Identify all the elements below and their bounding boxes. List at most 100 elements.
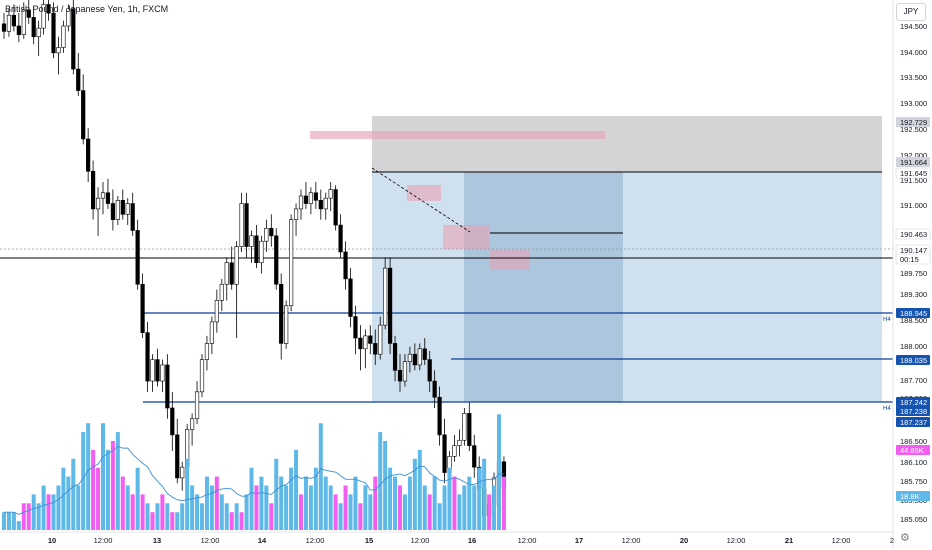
price-tick: 185.750 — [900, 477, 927, 486]
candle-body — [95, 197, 101, 210]
candle-body — [190, 418, 195, 430]
price-label: 191.645 — [900, 169, 927, 178]
target-zone — [372, 172, 882, 402]
candle-body — [348, 278, 353, 317]
price-label: 190.147 — [900, 246, 927, 255]
candle-body — [21, 9, 26, 35]
candle-body — [452, 445, 457, 457]
candle-body — [397, 370, 403, 382]
volume-bar — [46, 494, 51, 530]
candle-body — [269, 227, 274, 237]
volume-bar — [402, 494, 407, 530]
candle-body — [76, 68, 81, 91]
volume-bar — [56, 485, 61, 530]
volume-bar — [348, 494, 353, 530]
candlestick-series — [1, 0, 507, 527]
price-label: 00:15 — [900, 255, 919, 264]
volume-bar — [422, 485, 427, 530]
volume-bar — [343, 485, 348, 530]
volume-bar — [16, 521, 21, 530]
candle-body — [274, 235, 279, 285]
volume-bar — [214, 476, 219, 530]
volume-bar — [21, 503, 26, 530]
candle-body — [383, 267, 388, 326]
currency-button[interactable]: JPY — [896, 3, 926, 21]
volume-bar — [81, 432, 86, 530]
price-label-bg — [896, 117, 930, 127]
price-label-bg — [895, 253, 931, 265]
volume-bar — [71, 458, 76, 530]
price-label: 190.463 — [900, 230, 927, 239]
candle-body — [140, 283, 145, 333]
volume-bar — [165, 503, 170, 530]
price-label-bg — [895, 228, 931, 240]
price-tick: 192.000 — [900, 151, 927, 160]
volume-bar — [497, 414, 501, 530]
candle-body — [56, 47, 61, 54]
volume-bar — [313, 467, 318, 530]
volume-bar — [175, 512, 180, 530]
candle-body — [353, 316, 358, 339]
volume-bar — [160, 494, 165, 530]
target-zone-inner — [464, 172, 623, 402]
volume-ma-line — [4, 445, 504, 515]
time-tick: 20 — [680, 536, 688, 545]
candle-body — [279, 283, 284, 344]
volume-bar — [140, 494, 145, 530]
volume-bar — [383, 441, 388, 530]
volume-bar — [209, 485, 214, 530]
volume-bar — [204, 476, 209, 530]
candle-body — [298, 195, 304, 210]
time-tick: 12:00 — [201, 536, 220, 545]
volume-bar — [447, 467, 452, 530]
candle-body — [467, 413, 472, 446]
volume-bar — [388, 467, 393, 530]
price-tick: 188.000 — [900, 342, 927, 351]
volume-bar — [303, 476, 308, 530]
volume-bar — [125, 485, 130, 530]
candle-body — [472, 445, 477, 468]
trend-dashed-line — [371, 167, 471, 233]
gear-icon[interactable]: ⚙ — [900, 532, 910, 544]
volume-bar — [190, 485, 195, 530]
volume-bar — [407, 476, 412, 530]
time-tick: 12:00 — [411, 536, 430, 545]
candle-body — [343, 251, 348, 280]
volume-bar — [477, 467, 482, 530]
volume-bar — [66, 476, 71, 530]
candle-body — [219, 283, 224, 301]
volume-bar — [318, 423, 323, 530]
candle-body — [224, 262, 229, 285]
time-tick: 13 — [153, 536, 161, 545]
candle-body — [229, 262, 234, 285]
time-axis[interactable]: 10 12:00 13 12:00 14 12:00 15 12:00 16 12:00 17 12:… — [48, 536, 894, 545]
price-axis[interactable]: 194.500 194.000 193.500 193.000 192.500 192.0… — [900, 22, 927, 524]
price-label-bg — [896, 417, 930, 427]
candle-body — [199, 359, 205, 393]
time-tick: 12:00 — [727, 536, 746, 545]
candle-body — [194, 391, 200, 420]
candle-body — [170, 407, 175, 436]
volume-series — [2, 414, 506, 530]
candle-body — [333, 189, 338, 226]
level-tag: H4 — [883, 317, 891, 323]
candle-body — [175, 434, 180, 479]
price-label: 191.664 — [900, 158, 927, 167]
candle-body — [41, 4, 46, 29]
candle-body — [86, 138, 91, 172]
price-label: 188.035 — [900, 356, 927, 365]
candle-body — [91, 170, 96, 210]
candle-body — [239, 203, 244, 247]
volume-bar — [279, 476, 284, 530]
volume-bar — [36, 503, 41, 530]
candle-body — [402, 361, 408, 382]
volume-bar — [427, 494, 432, 530]
volume-bar — [6, 512, 11, 530]
candle-body — [392, 343, 398, 371]
price-tick: 193.000 — [900, 99, 927, 108]
candle-body — [1, 23, 7, 32]
candle-body — [427, 359, 432, 382]
volume-bar — [185, 458, 190, 530]
candle-body — [412, 353, 417, 366]
